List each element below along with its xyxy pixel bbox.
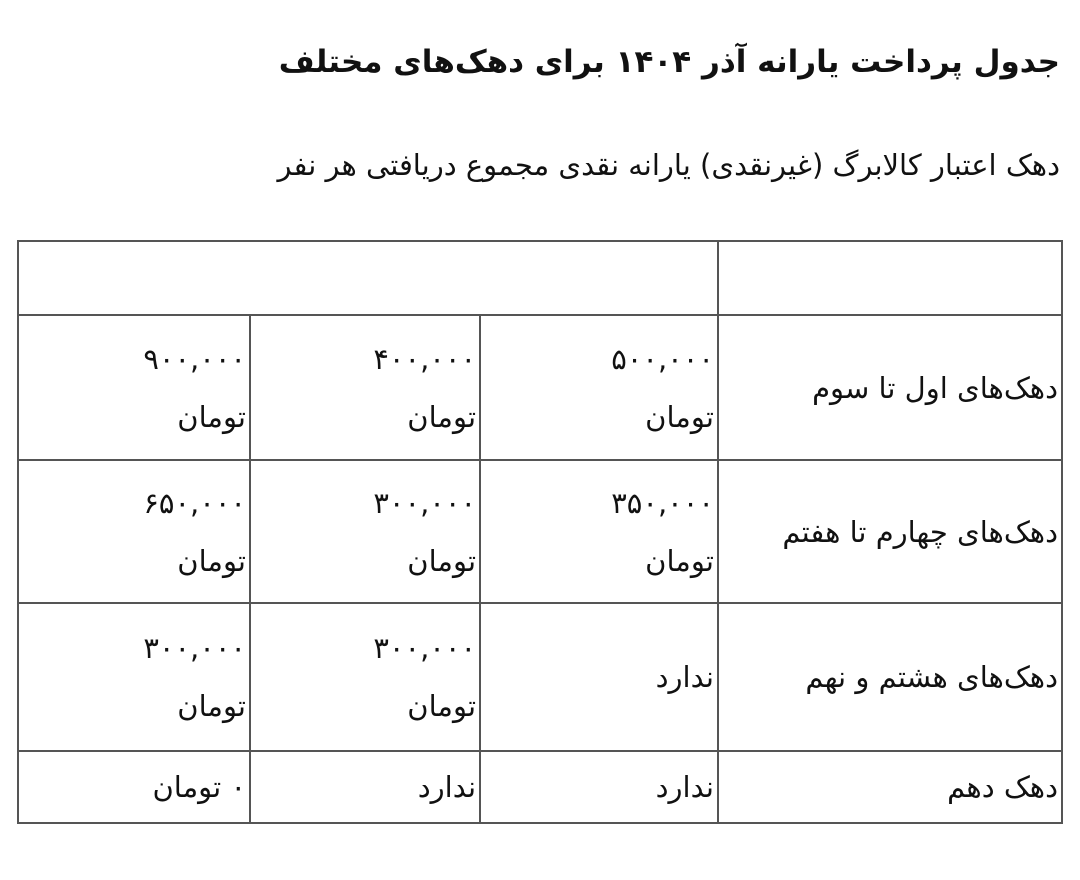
amount: ۳۰۰,۰۰۰ [143, 631, 247, 665]
amount: ۳۰۰,۰۰۰ [373, 485, 477, 520]
header-cell-empty [716, 240, 1064, 316]
cash-subsidy-cell: ۳۰۰,۰۰۰ تومان [249, 602, 482, 752]
subsidy-table: دهک‌های اول تا سوم ۵۰۰,۰۰۰ تومان ۴۰۰,۰۰۰ ت… [16, 240, 1064, 824]
table-row: دهک دهم ندارد ندارد ۰ تومان [16, 750, 1064, 824]
cash-subsidy-cell: ۴۰۰,۰۰۰ تومان [249, 314, 482, 461]
currency: تومان [177, 543, 247, 578]
total-cell: ۹۰۰,۰۰۰ تومان [16, 314, 252, 461]
cash-subsidy-cell: ندارد [249, 750, 482, 824]
coupon-credit-cell: ندارد [479, 750, 719, 824]
currency: تومان [407, 399, 477, 434]
table-row: دهک‌های اول تا سوم ۵۰۰,۰۰۰ تومان ۴۰۰,۰۰۰ ت… [16, 314, 1064, 461]
cash-subsidy-cell: ۳۰۰,۰۰۰ تومان [249, 459, 482, 604]
decile-cell: دهک‌های چهارم تا هفتم [716, 459, 1064, 604]
amount: ۴۰۰,۰۰۰ [373, 341, 477, 376]
amount: ۹۰۰,۰۰۰ [143, 341, 247, 376]
amount: ۳۰۰,۰۰۰ [373, 631, 477, 665]
table-row: دهک‌های هشتم و نهم ندارد ۳۰۰,۰۰۰ تومان ۳۰… [16, 602, 1064, 752]
total-cell: ۰ تومان [16, 750, 252, 824]
decile-cell: دهک دهم [716, 750, 1064, 824]
amount: ۳۵۰,۰۰۰ [611, 485, 714, 520]
table-row: دهک‌های چهارم تا هفتم ۳۵۰,۰۰۰ تومان ۳۰۰,۰… [16, 459, 1064, 604]
table-header-row [17, 240, 1064, 316]
column-headers-line: دهک اعتبار کالابرگ (غیرنقدی) یارانه نقدی… [277, 148, 1060, 182]
coupon-credit-cell: ندارد [479, 602, 719, 752]
total-cell: ۶۵۰,۰۰۰ تومان [16, 459, 252, 604]
currency: تومان [177, 399, 247, 434]
currency: تومان [645, 399, 714, 434]
page-title: جدول پرداخت یارانه آذر ۱۴۰۴ برای دهک‌های… [278, 44, 1060, 80]
currency: تومان [407, 543, 477, 578]
coupon-credit-cell: ۵۰۰,۰۰۰ تومان [479, 314, 719, 461]
header-cell-merged [17, 240, 719, 316]
decile-cell: دهک‌های اول تا سوم [716, 314, 1064, 461]
total-cell: ۳۰۰,۰۰۰ تومان [16, 602, 252, 752]
amount: ۶۵۰,۰۰۰ [143, 485, 247, 520]
currency: تومان [645, 543, 714, 578]
currency: تومان [407, 689, 477, 723]
coupon-credit-cell: ۳۵۰,۰۰۰ تومان [479, 459, 719, 604]
amount: ۵۰۰,۰۰۰ [611, 341, 714, 376]
decile-cell: دهک‌های هشتم و نهم [716, 602, 1064, 752]
currency: تومان [177, 689, 247, 723]
